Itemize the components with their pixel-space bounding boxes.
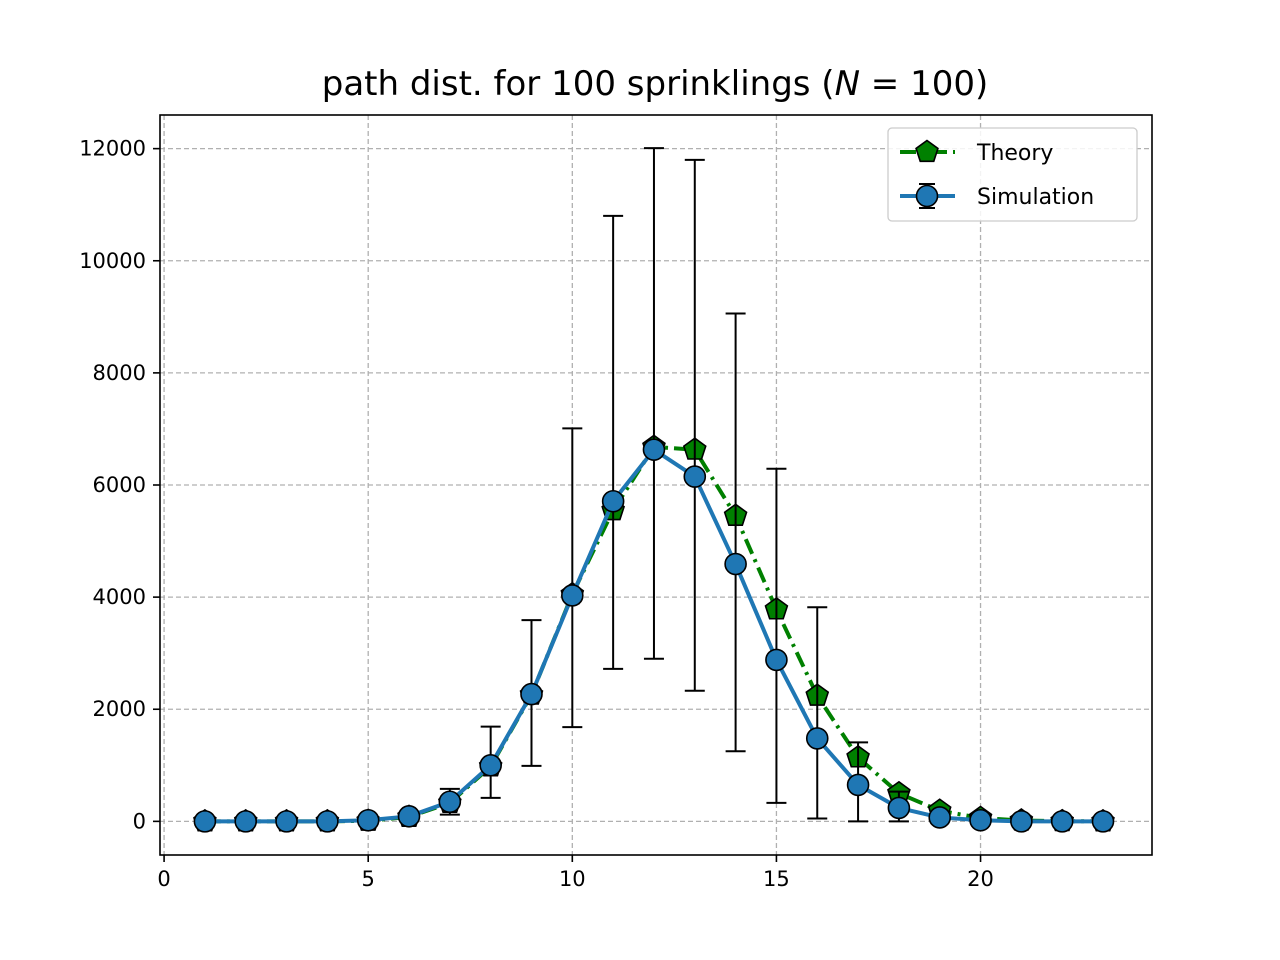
y-tick-label: 4000 <box>93 585 146 609</box>
simulation-series <box>193 438 1115 833</box>
simulation-point <box>275 810 298 833</box>
simulation-point <box>805 727 829 750</box>
chart-title-variable: N <box>835 64 860 104</box>
simulation-point <box>601 489 625 513</box>
x-tick-label: 10 <box>559 867 586 891</box>
y-tick-label: 10000 <box>79 249 146 273</box>
simulation-point <box>397 805 421 828</box>
chart-title-suffix: ) <box>975 64 988 104</box>
x-tick-label: 0 <box>157 867 170 891</box>
legend-simulation-marker <box>915 184 939 208</box>
simulation-point <box>234 810 258 833</box>
simulation-point <box>561 584 584 607</box>
y-tick-label: 12000 <box>79 137 146 161</box>
simulation-point <box>520 682 543 706</box>
simulation-point <box>969 808 992 832</box>
simulation-point <box>1091 810 1115 833</box>
simulation-point <box>316 810 339 833</box>
legend-theory-marker <box>915 139 939 163</box>
y-tick-label: 0 <box>133 809 146 833</box>
simulation-point <box>479 754 502 777</box>
legend-theory-label: Theory <box>976 141 1053 166</box>
x-tick-label: 20 <box>967 867 994 891</box>
y-tick-label: 8000 <box>93 361 146 385</box>
simulation-point <box>887 796 911 820</box>
simulation-point <box>193 810 217 833</box>
simulation-point <box>356 808 380 832</box>
simulation-point <box>642 438 666 461</box>
legend-simulation-label: Simulation <box>977 185 1094 210</box>
simulation-point <box>928 806 952 829</box>
chart-title-equals: = 100 <box>860 64 975 104</box>
simulation-point <box>1010 810 1033 833</box>
x-tick-label: 5 <box>362 867 375 891</box>
simulation-point <box>846 773 870 797</box>
simulation-point <box>683 465 707 488</box>
simulation-point <box>765 648 788 672</box>
x-tick-label: 15 <box>763 867 790 891</box>
simulation-point <box>438 790 462 814</box>
chart-title: path dist. for 100 sprinklings (N = 100) <box>322 64 989 104</box>
legend: Theory Simulation <box>887 127 1138 222</box>
simulation-point <box>1050 810 1074 833</box>
tick-layer: 0 5 10 15 20 0 2000 4000 6000 8000 10000 12000 <box>79 137 994 891</box>
y-tick-label: 6000 <box>93 473 146 497</box>
simulation-point <box>724 552 747 576</box>
chart-title-prefix: path dist. for 100 sprinklings ( <box>322 64 835 104</box>
y-tick-label: 2000 <box>93 697 146 721</box>
